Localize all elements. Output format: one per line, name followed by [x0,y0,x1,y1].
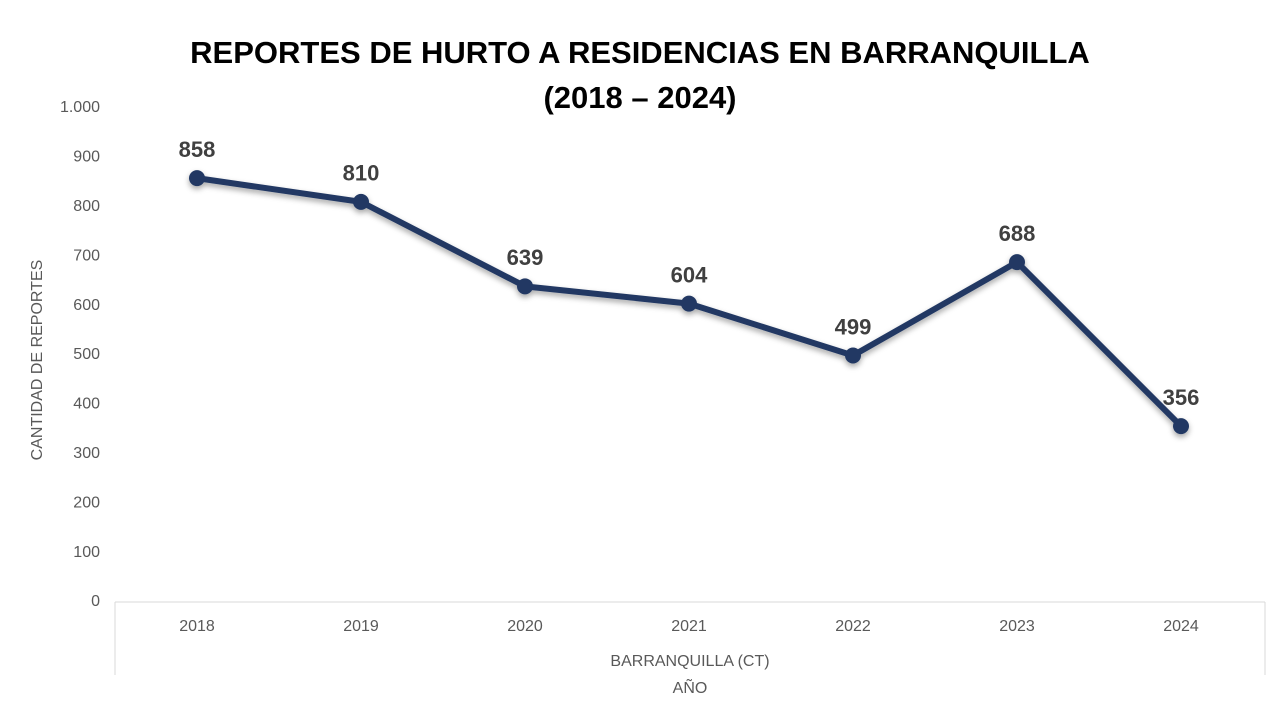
point [189,170,205,187]
chart-title: REPORTES DE HURTO A RESIDENCIAS EN BARRA… [190,35,1090,70]
x-tick-label: 2023 [999,618,1035,635]
series [189,170,1189,435]
point [1009,254,1025,271]
data-label: 356 [1163,385,1200,410]
point [353,193,369,210]
point [1173,418,1189,435]
y-tick-label: 100 [73,544,100,561]
axis-frame [114,601,1266,675]
y-tick-label: 900 [73,149,100,166]
y-axis-label: CANTIDAD DE REPORTES [29,260,46,461]
y-tick-label: 1.000 [60,99,100,116]
data-label: 688 [999,221,1036,246]
y-tick-label: 200 [73,494,100,511]
x-tick-label: 2019 [343,618,379,635]
y-tick-label: 800 [73,198,100,215]
data-label: 810 [343,161,380,186]
x-tick-label: 2022 [835,618,871,635]
chart-subtitle: (2018 – 2024) [543,80,736,115]
x-tick-label: 2020 [507,618,543,635]
point [681,295,697,312]
y-tick-label: 0 [91,593,100,610]
x-group-label: BARRANQUILLA (CT) [610,653,769,670]
y-tick-label: 600 [73,297,100,314]
x-axis-label: AÑO [673,677,708,697]
y-tick-label: 500 [73,346,100,363]
x-tick-label: 2018 [179,618,215,635]
data-label: 858 [179,137,216,162]
data-label: 639 [507,245,544,270]
data-label: 604 [671,262,708,287]
y-tick-label: 700 [73,247,100,264]
point [517,278,533,295]
data-label: 499 [835,314,872,339]
x-tick-label: 2024 [1163,618,1199,635]
x-tick-label: 2021 [671,618,707,635]
y-tick-label: 400 [73,396,100,413]
point [845,347,861,364]
y-tick-label: 300 [73,445,100,462]
